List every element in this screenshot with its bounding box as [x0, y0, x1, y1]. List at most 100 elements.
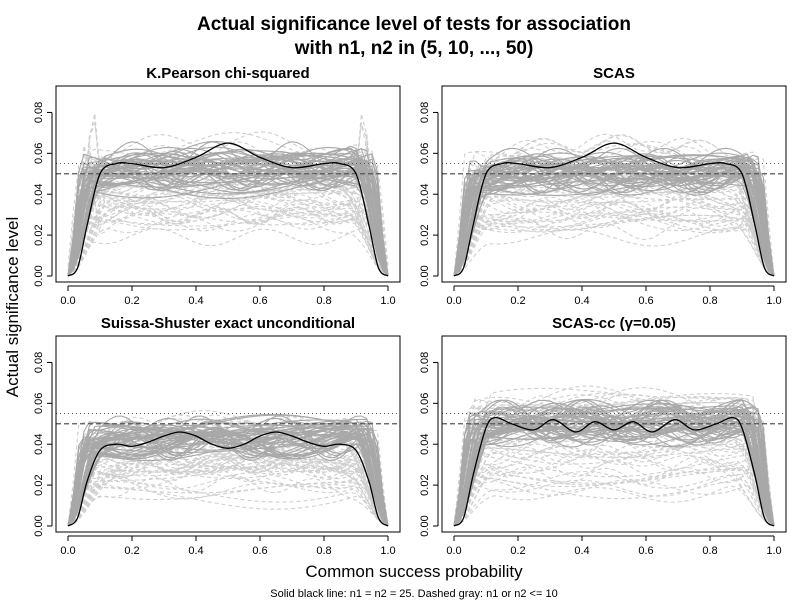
solid-curve	[67, 428, 389, 527]
solid-curve	[67, 171, 389, 277]
dashed-curve	[67, 133, 389, 277]
dashed-curve	[453, 392, 775, 527]
x-tick-label: 0.2	[510, 295, 525, 307]
y-axis-label: Actual significance level	[3, 217, 22, 397]
dashed-curve	[67, 444, 389, 527]
y-tick-label: 0.06	[419, 143, 431, 164]
panel-title: K.Pearson chi-squared	[146, 65, 309, 82]
dashed-curve	[453, 465, 775, 527]
dashed-curve	[453, 440, 775, 527]
dashed-curve	[453, 456, 775, 527]
solid-curve	[67, 167, 389, 277]
x-axis: 0.0 0.2 0.4 0.6 0.8 1.0	[60, 285, 396, 307]
x-tick-label: 0.2	[124, 545, 139, 557]
solid-curve	[67, 168, 389, 277]
dashed-curve	[453, 174, 775, 277]
x-tick-label: 0.6	[252, 545, 267, 557]
x-tick-label: 0.0	[60, 545, 75, 557]
dashed-curve	[67, 205, 389, 277]
dashed-curve	[67, 144, 389, 277]
dashed-curve	[453, 206, 775, 277]
dashed-curve	[453, 451, 775, 527]
dashed-curve	[453, 402, 775, 527]
dashed-curve	[67, 445, 389, 527]
dashed-curve	[67, 158, 389, 277]
dashed-curve	[453, 485, 775, 527]
dashed-curve	[453, 445, 775, 527]
panel-4: SCAS-cc (γ=0.05)0.0 0.2 0.4 0.6 0.8 1.00.000.…	[419, 315, 787, 557]
figure-title-line1: Actual significance level of tests for a…	[197, 14, 631, 35]
dashed-curve	[67, 450, 389, 527]
dashed-curve	[67, 455, 389, 527]
dashed-curve	[67, 474, 389, 527]
solid-curve	[67, 177, 389, 277]
dashed-curve	[453, 468, 775, 527]
solid-curve	[453, 173, 775, 277]
solid-curve	[453, 399, 775, 527]
x-tick-label: 0.2	[510, 545, 525, 557]
y-tick-label: 0.02	[33, 224, 45, 245]
dashed-curve	[453, 387, 775, 527]
solid-curve	[67, 413, 389, 527]
x-tick-label: 1.0	[380, 545, 395, 557]
y-axis: 0.00 0.02 0.04 0.06 0.08	[419, 352, 439, 537]
solid-curve	[453, 163, 775, 277]
solid-curve	[453, 408, 775, 527]
dashed-curve	[453, 214, 775, 277]
dashed-curve	[67, 122, 389, 277]
x-tick-label: 0.8	[702, 545, 717, 557]
dashed-curve	[453, 469, 775, 527]
dashed-curve	[67, 176, 389, 275]
dashed-curve	[67, 469, 389, 527]
dashed-curve	[453, 476, 775, 527]
x-tick-label: 0.4	[574, 295, 589, 307]
x-tick-label: 0.6	[252, 295, 267, 307]
dashed-curve	[453, 217, 775, 277]
x-tick-label: 0.4	[188, 545, 203, 557]
dashed-curve	[453, 443, 775, 527]
dashed-curve	[67, 450, 389, 527]
y-tick-label: 0.02	[33, 474, 45, 495]
solid-curve	[67, 169, 389, 277]
dashed-curve	[453, 201, 775, 277]
highlight-curve	[453, 416, 775, 527]
dashed-curve	[453, 199, 775, 277]
x-tick-label: 0.6	[638, 545, 653, 557]
solid-curve	[453, 406, 775, 527]
y-tick-label: 0.06	[419, 393, 431, 414]
solid-curve	[67, 432, 389, 527]
dashed-curve	[453, 211, 775, 277]
plot-frame	[55, 85, 401, 283]
dashed-curve	[67, 173, 389, 277]
x-tick-label: 0.6	[638, 295, 653, 307]
solid-curve	[453, 418, 775, 527]
dashed-curve	[453, 208, 775, 277]
grey-curves	[453, 385, 775, 527]
dashed-curve	[453, 470, 775, 527]
solid-curve	[67, 433, 389, 527]
dashed-curve	[453, 189, 775, 277]
dashed-curve	[453, 433, 775, 527]
dashed-curve	[67, 192, 389, 277]
solid-curve	[67, 161, 389, 277]
dashed-curve	[67, 199, 389, 277]
dashed-curve	[453, 190, 775, 277]
x-tick-label: 0.0	[446, 295, 461, 307]
solid-curve	[453, 407, 775, 527]
highlight-curve	[67, 431, 389, 527]
dashed-curve	[67, 462, 389, 527]
solid-curve	[67, 148, 389, 277]
solid-curve	[453, 417, 775, 527]
solid-curve	[453, 147, 775, 277]
y-tick-label: 0.00	[33, 265, 45, 286]
dashed-curve	[67, 213, 389, 277]
solid-curve	[453, 410, 775, 527]
x-tick-label: 0.4	[574, 545, 589, 557]
dashed-curve	[67, 426, 389, 527]
solid-curve	[67, 159, 389, 277]
dashed-curve	[67, 452, 389, 527]
solid-curve	[453, 405, 775, 527]
dashed-curve	[453, 387, 775, 527]
